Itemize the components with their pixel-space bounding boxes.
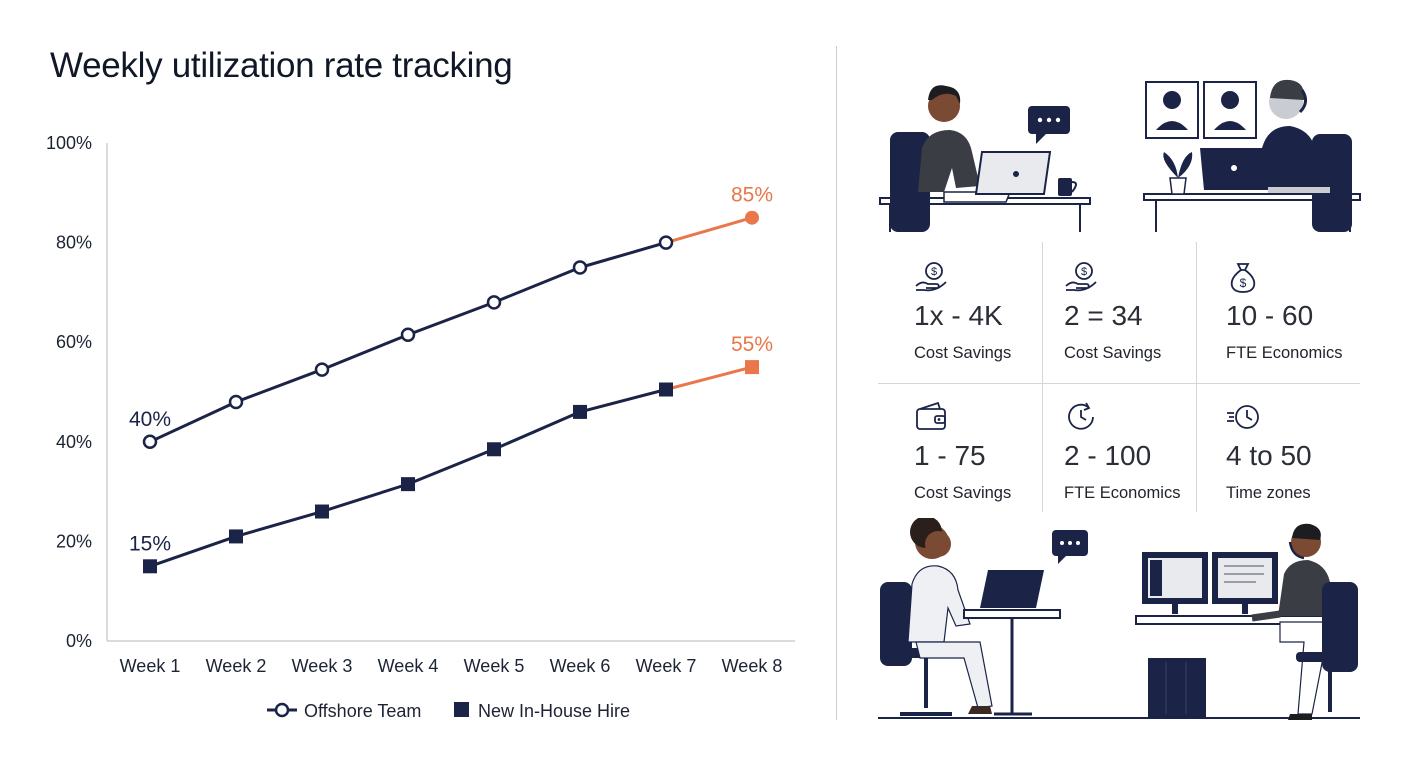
y-tick-label: 100% bbox=[46, 133, 92, 153]
x-tick-label: Week 6 bbox=[550, 656, 611, 676]
y-tick-label: 20% bbox=[56, 531, 92, 551]
data-point bbox=[573, 404, 587, 419]
data-point bbox=[745, 210, 759, 225]
data-label: 55% bbox=[731, 333, 773, 356]
data-point bbox=[401, 477, 415, 492]
stat-label: Cost Savings bbox=[1064, 344, 1162, 362]
x-tick-label: Week 1 bbox=[120, 656, 181, 676]
hand-coin-icon: $ bbox=[915, 262, 947, 292]
line-chart: 0% 20% 40% 60% 80% 100% Week 1 Week 2 Week 3 Week… bbox=[46, 133, 795, 721]
stat-label: FTE Economics bbox=[1064, 484, 1181, 502]
panel-divider bbox=[836, 46, 837, 720]
stat-label: Time zones bbox=[1226, 484, 1311, 502]
legend-marker-inhouse bbox=[454, 702, 469, 717]
data-point bbox=[228, 394, 244, 410]
clock-refresh-icon bbox=[1068, 402, 1094, 430]
y-tick-label: 60% bbox=[56, 332, 92, 352]
stat-card: $ 10 - 60 FTE Economics bbox=[1208, 248, 1358, 376]
stat-value: 2 - 100 bbox=[1064, 440, 1152, 471]
legend-label: New In-House Hire bbox=[478, 701, 630, 721]
svg-text:$: $ bbox=[1081, 266, 1087, 278]
money-bag-icon: $ bbox=[1230, 263, 1256, 293]
y-tick-label: 0% bbox=[66, 631, 92, 651]
data-point bbox=[486, 295, 502, 310]
stat-value: 4 to 50 bbox=[1226, 440, 1312, 471]
data-point bbox=[314, 362, 330, 377]
office-scene-top bbox=[879, 79, 1361, 232]
x-tick-label: Week 2 bbox=[206, 656, 267, 676]
stat-card: $ 1x - 4K Cost Savings bbox=[896, 248, 1046, 376]
office-scene-bottom bbox=[878, 518, 1360, 720]
series-highlight-segment bbox=[665, 216, 753, 245]
data-label: 85% bbox=[731, 184, 773, 207]
grid-line bbox=[1042, 242, 1043, 512]
stat-value: 1x - 4K bbox=[914, 300, 1003, 331]
data-point bbox=[745, 360, 759, 375]
stat-label: Cost Savings bbox=[914, 484, 1012, 502]
data-point bbox=[143, 559, 157, 574]
svg-text:$: $ bbox=[931, 266, 937, 278]
x-tick-label: Week 4 bbox=[378, 656, 439, 676]
grid-line bbox=[1196, 242, 1197, 512]
stat-card: 2 - 100 FTE Economics bbox=[1046, 388, 1196, 516]
data-point bbox=[487, 442, 501, 457]
illustration-panel: $ 1x - 4K Cost Savings $ 2 = 34 Cost Sav… bbox=[860, 60, 1380, 730]
grid-line bbox=[878, 383, 1360, 384]
stat-card: 1 - 75 Cost Savings bbox=[896, 388, 1046, 516]
x-tick-label: Week 7 bbox=[636, 656, 697, 676]
hand-coin-icon: $ bbox=[1065, 262, 1097, 292]
data-point bbox=[658, 235, 674, 250]
data-point bbox=[142, 434, 158, 450]
chart-title: Weekly utilization rate tracking bbox=[50, 46, 513, 85]
legend-label: Offshore Team bbox=[304, 701, 421, 721]
data-point bbox=[659, 382, 673, 397]
data-point bbox=[572, 260, 588, 275]
stats-grid: $ 1x - 4K Cost Savings $ 2 = 34 Cost Sav… bbox=[878, 242, 1360, 512]
stat-card: $ 2 = 34 Cost Savings bbox=[1046, 248, 1196, 376]
stat-value: 1 - 75 bbox=[914, 440, 986, 471]
x-tick-label: Week 3 bbox=[292, 656, 353, 676]
legend-marker-offshore bbox=[274, 702, 290, 718]
stat-card: 4 to 50 Time zones bbox=[1208, 388, 1358, 516]
fast-clock-icon bbox=[1227, 405, 1259, 429]
wallet-icon bbox=[916, 401, 946, 430]
stat-label: FTE Economics bbox=[1226, 344, 1343, 362]
stat-value: 2 = 34 bbox=[1064, 300, 1143, 331]
y-tick-label: 40% bbox=[56, 432, 92, 452]
stat-value: 10 - 60 bbox=[1226, 300, 1314, 331]
data-label: 40% bbox=[129, 408, 171, 431]
y-tick-label: 80% bbox=[56, 233, 92, 253]
data-point bbox=[229, 529, 243, 544]
svg-text:$: $ bbox=[1240, 276, 1247, 290]
series-line bbox=[149, 241, 667, 444]
data-point bbox=[315, 504, 329, 519]
data-point bbox=[400, 327, 416, 342]
series-highlight-segment bbox=[665, 365, 753, 391]
x-tick-label: Week 5 bbox=[464, 656, 525, 676]
data-label: 15% bbox=[129, 532, 171, 555]
stat-label: Cost Savings bbox=[914, 344, 1012, 362]
x-tick-label: Week 8 bbox=[722, 656, 783, 676]
